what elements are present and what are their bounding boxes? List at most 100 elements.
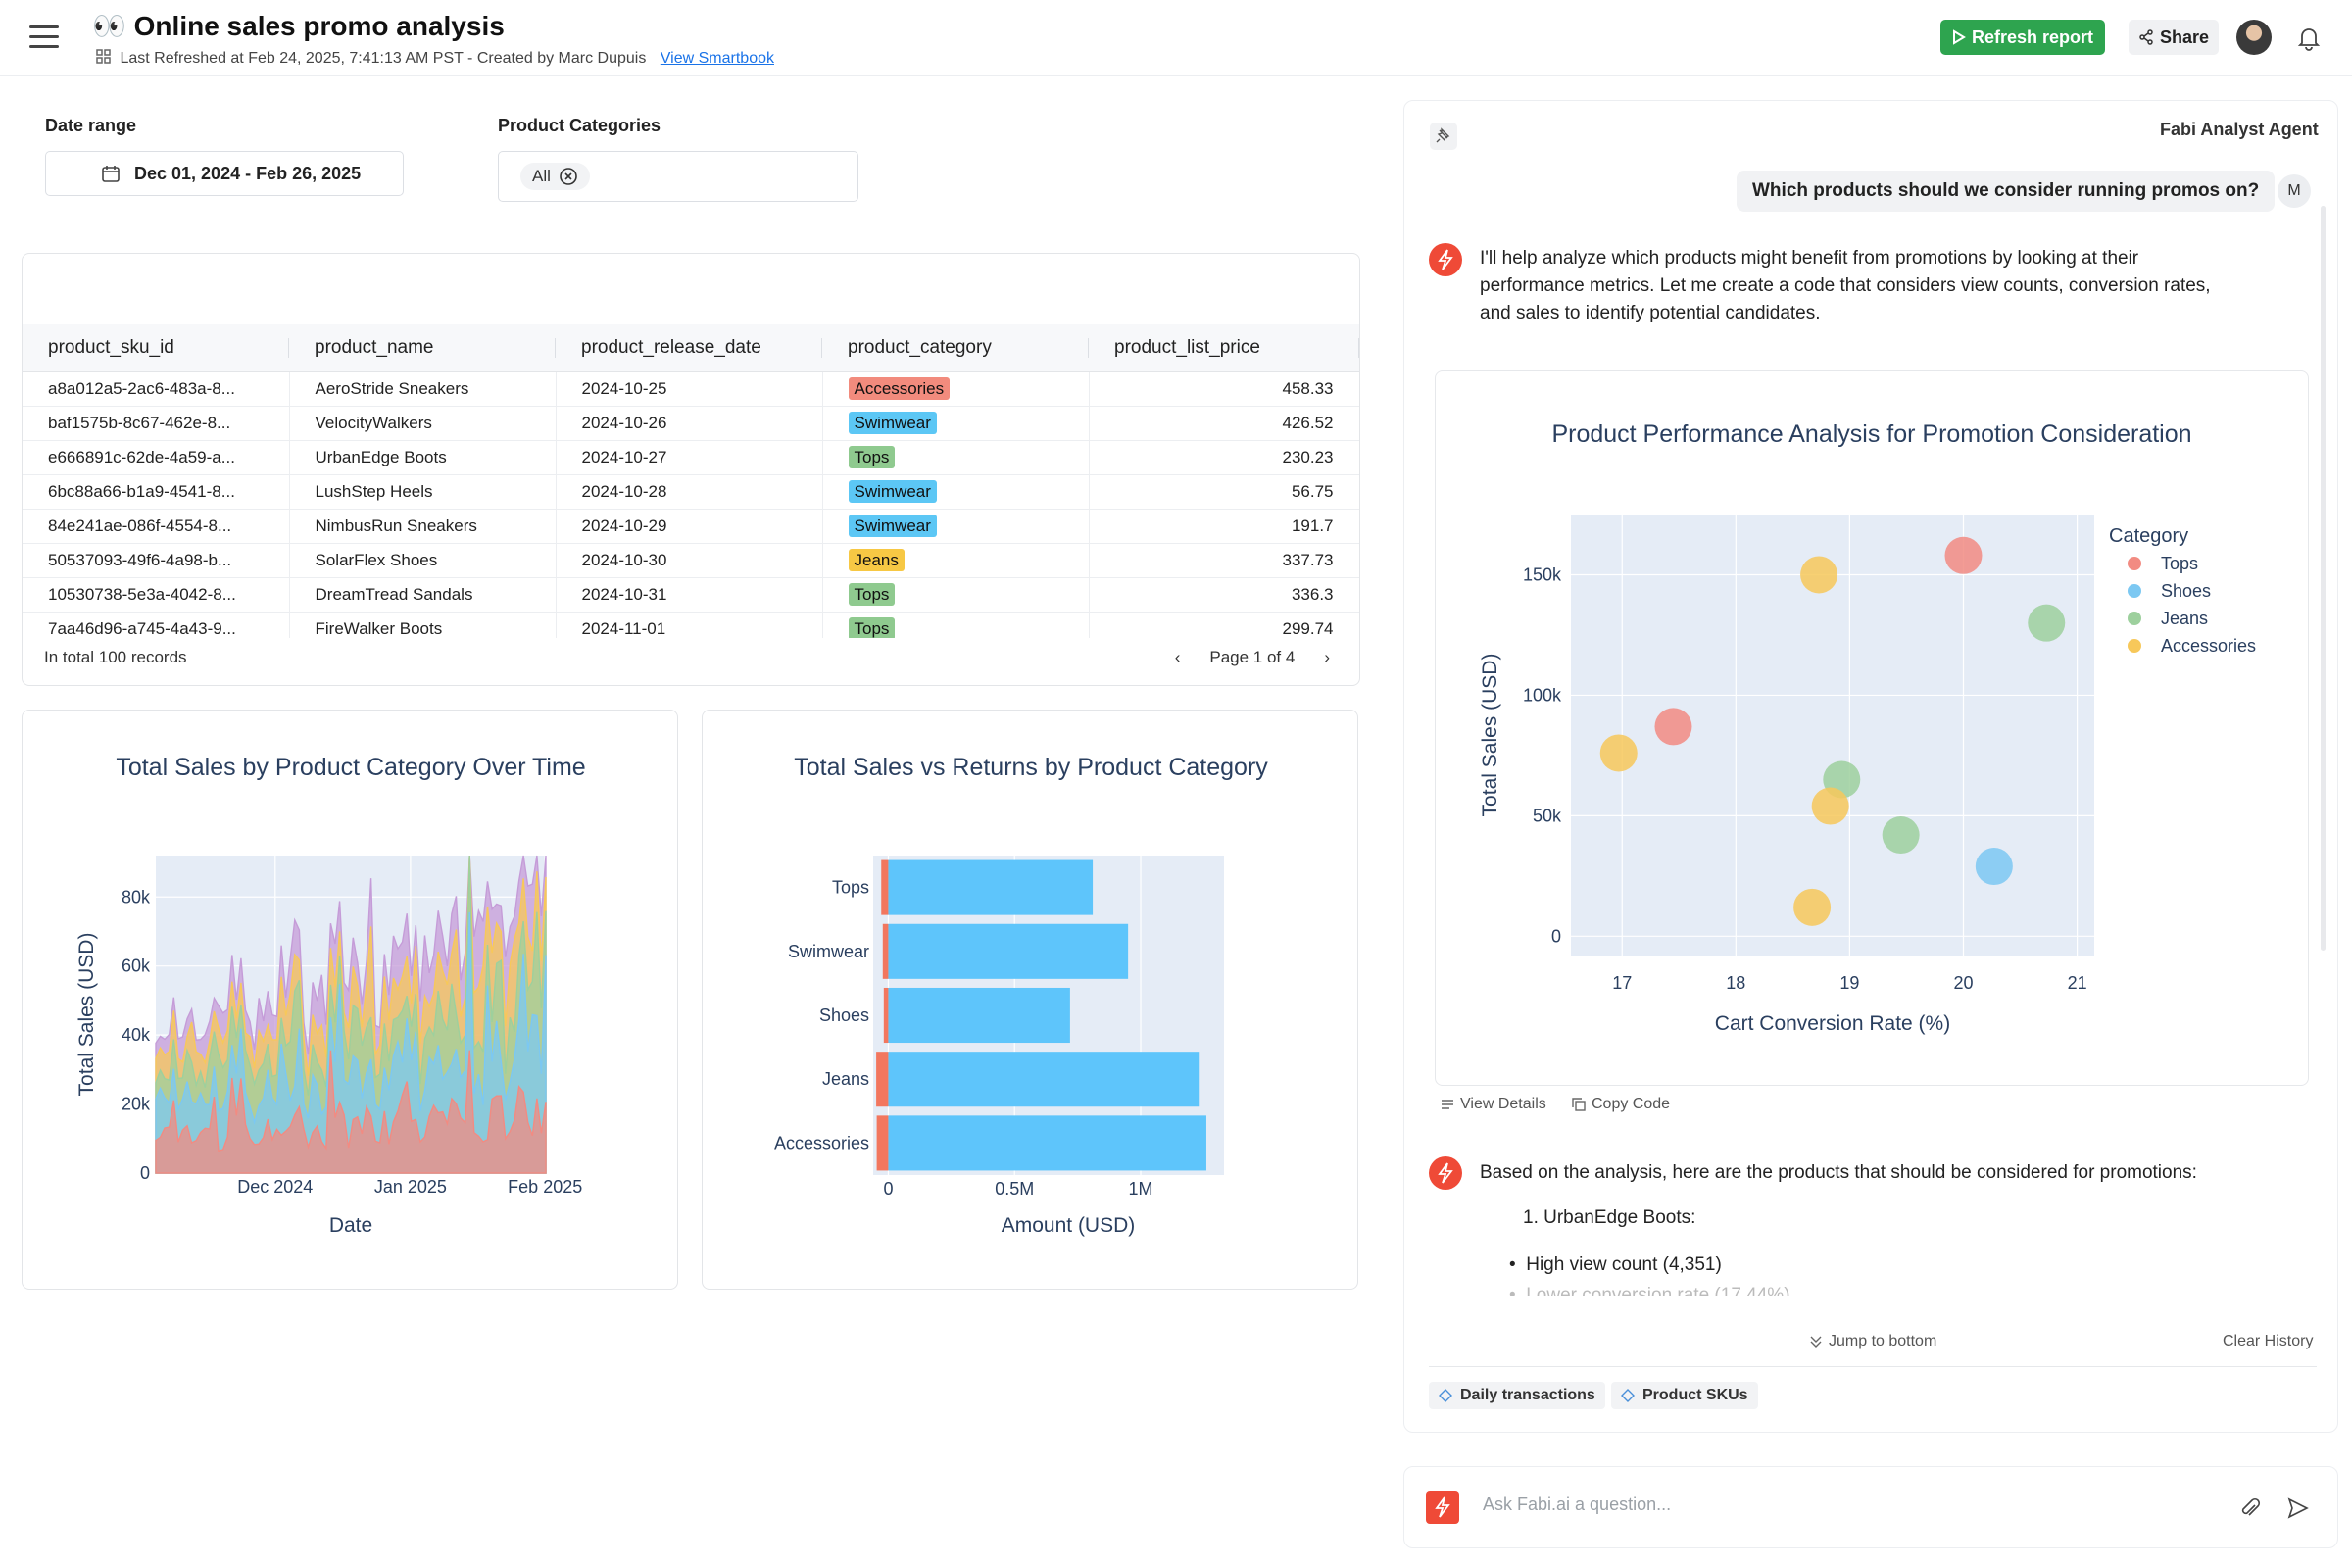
table-row[interactable]: 7aa46d96-a745-4a43-9... FireWalker Boots 2… — [23, 612, 1359, 638]
reply1-line3: and sales to identify potential candidat… — [1480, 303, 1821, 323]
bar-chart[interactable]: Total Sales vs Returns by Product Catego… — [703, 710, 1359, 1291]
legend-title: Category — [2109, 525, 2188, 547]
table-cell-product_release_date: 2024-10-26 — [556, 406, 823, 441]
date-range-picker[interactable]: Dec 01, 2024 - Feb 26, 2025 — [45, 151, 404, 196]
column-header-product_list_price[interactable]: product_list_price — [1089, 324, 1359, 372]
scatter-chart[interactable]: Product Performance Analysis for Promoti… — [1436, 371, 2310, 1087]
share-button[interactable]: Share — [2129, 20, 2219, 55]
table-cell-product_name: LushStep Heels — [289, 474, 557, 510]
view-smartbook-link[interactable]: View Smartbook — [660, 50, 774, 67]
close-icon[interactable] — [559, 167, 578, 186]
table-cell-product_list_price: 230.23 — [1089, 440, 1359, 475]
y-tick-label: 60k — [122, 956, 151, 976]
source-chip-product-skus[interactable]: Product SKUs — [1611, 1382, 1758, 1409]
date-range-label: Date range — [45, 116, 137, 135]
scatter-point-accessories — [1811, 787, 1849, 825]
x-axis-title: Cart Conversion Rate (%) — [1715, 1012, 1950, 1035]
scatter-point-accessories — [1793, 888, 1832, 926]
product-categories-select[interactable]: All — [498, 151, 858, 202]
view-details-button[interactable]: View Details — [1441, 1096, 1546, 1113]
category-tag: Swimwear — [848, 480, 937, 503]
bullet2-text: Lower conversion rate (17.44%) — [1526, 1285, 1790, 1296]
table-cell-product_category: Jeans — [822, 543, 1090, 578]
bar-returns-tops — [881, 859, 889, 915]
bar-returns-shoes — [883, 987, 889, 1044]
diamond-icon — [1439, 1389, 1452, 1402]
y-tick-label: 0 — [140, 1163, 150, 1183]
y-tick-label: Swimwear — [788, 942, 869, 961]
column-header-product_release_date[interactable]: product_release_date — [556, 324, 822, 372]
total-records: In total 100 records — [44, 648, 187, 666]
table-cell-product_list_price: 56.75 — [1089, 474, 1359, 510]
bar-sales-tops — [888, 859, 1094, 915]
category-chip-label: All — [532, 167, 551, 185]
table-cell-product_name: AeroStride Sneakers — [289, 371, 557, 407]
chat-input[interactable] — [1483, 1494, 2208, 1515]
bar-chart-title: Total Sales vs Returns by Product Catego… — [794, 754, 1268, 781]
next-page-icon[interactable]: › — [1324, 648, 1330, 666]
legend-marker-shoes — [2128, 584, 2141, 598]
table-cell-product_sku_id: 6bc88a66-b1a9-4541-8... — [23, 474, 290, 510]
user-question-text: Which products should we consider runnin… — [1752, 180, 2260, 201]
share-icon — [2139, 29, 2153, 45]
category-tag: Tops — [848, 446, 896, 468]
paperclip-icon[interactable] — [2239, 1496, 2261, 1520]
table-cell-product_list_price: 191.7 — [1089, 509, 1359, 544]
table-cell-product_release_date: 2024-10-31 — [556, 577, 823, 612]
category-chip[interactable]: All — [520, 163, 590, 190]
y-tick-label: 40k — [122, 1025, 151, 1045]
table-cell-product_release_date: 2024-10-27 — [556, 440, 823, 475]
source-chip-daily-transactions[interactable]: Daily transactions — [1429, 1382, 1605, 1409]
table-cell-product_list_price: 336.3 — [1089, 577, 1359, 612]
jump-to-bottom-button[interactable]: Jump to bottom — [1809, 1333, 1936, 1350]
area-chart[interactable]: Total Sales by Product Category Over Tim… — [23, 710, 679, 1291]
chat-scrollbar[interactable] — [2321, 206, 2326, 951]
table-cell-product_name: FireWalker Boots — [289, 612, 557, 638]
bolt-icon — [1435, 1496, 1450, 1518]
pin-icon[interactable] — [1429, 122, 1458, 151]
bar-sales-jeans — [888, 1052, 1200, 1107]
column-header-product_name[interactable]: product_name — [289, 324, 556, 372]
diamond-icon — [1621, 1389, 1635, 1402]
table-row[interactable]: 50537093-49f6-4a98-b... SolarFlex Shoes 20… — [23, 543, 1359, 578]
column-header-product_category[interactable]: product_category — [822, 324, 1089, 372]
table-row[interactable]: e666891c-62de-4a59-a... UrbanEdge Boots 20… — [23, 440, 1359, 475]
y-tick-label: Shoes — [819, 1005, 869, 1025]
category-tag: Tops — [848, 583, 896, 606]
table-row[interactable]: 10530738-5e3a-4042-8... DreamTread Sandal… — [23, 577, 1359, 612]
x-tick-label: 19 — [1839, 973, 1859, 993]
x-axis-title: Date — [329, 1214, 372, 1237]
x-tick-label: 0.5M — [995, 1179, 1034, 1199]
table-cell-product_release_date: 2024-10-28 — [556, 474, 823, 510]
table-cell-product_release_date: 2024-10-29 — [556, 509, 823, 544]
table-row[interactable]: baf1575b-8c67-462e-8... VelocityWalkers 20… — [23, 406, 1359, 441]
prev-page-icon[interactable]: ‹ — [1174, 648, 1181, 666]
column-header-product_sku_id[interactable]: product_sku_id — [23, 324, 289, 372]
title-emoji: 👀 — [92, 11, 126, 41]
table-row[interactable]: 84e241ae-086f-4554-8... NimbusRun Sneaker… — [23, 509, 1359, 544]
legend-label-jeans: Jeans — [2161, 609, 2208, 628]
y-tick-label: 150k — [1523, 564, 1562, 584]
bar-chart-card: Total Sales vs Returns by Product Catego… — [702, 710, 1358, 1290]
avatar[interactable] — [2236, 20, 2272, 55]
clear-history-button[interactable]: Clear History — [2223, 1333, 2314, 1349]
table-cell-product_category: Swimwear — [822, 406, 1090, 441]
table-scroll[interactable]: product_sku_id product_name product_releas… — [23, 324, 1359, 638]
table-row[interactable]: a8a012a5-2ac6-483a-8... AeroStride Sneake… — [23, 371, 1359, 407]
divider — [1429, 1366, 2317, 1367]
x-tick-label: 18 — [1726, 973, 1745, 993]
table-cell-product_category: Swimwear — [822, 509, 1090, 544]
bar-returns-accessories — [876, 1115, 889, 1171]
legend-label-shoes: Shoes — [2161, 581, 2211, 601]
menu-icon[interactable] — [29, 25, 59, 49]
scatter-point-jeans — [1882, 816, 1920, 855]
send-icon[interactable] — [2286, 1496, 2310, 1520]
refresh-info: Last Refreshed at Feb 24, 2025, 7:41:13 … — [120, 50, 647, 67]
bolt-icon — [1438, 1162, 1453, 1184]
area-series-tops — [155, 1050, 547, 1174]
refresh-report-button[interactable]: Refresh report — [1940, 20, 2105, 55]
copy-code-button[interactable]: Copy Code — [1572, 1096, 1670, 1113]
top-header: 👀 Online sales promo analysis Last Refre… — [0, 0, 2352, 76]
bell-icon[interactable] — [2297, 25, 2321, 51]
table-row[interactable]: 6bc88a66-b1a9-4541-8... LushStep Heels 202… — [23, 474, 1359, 510]
